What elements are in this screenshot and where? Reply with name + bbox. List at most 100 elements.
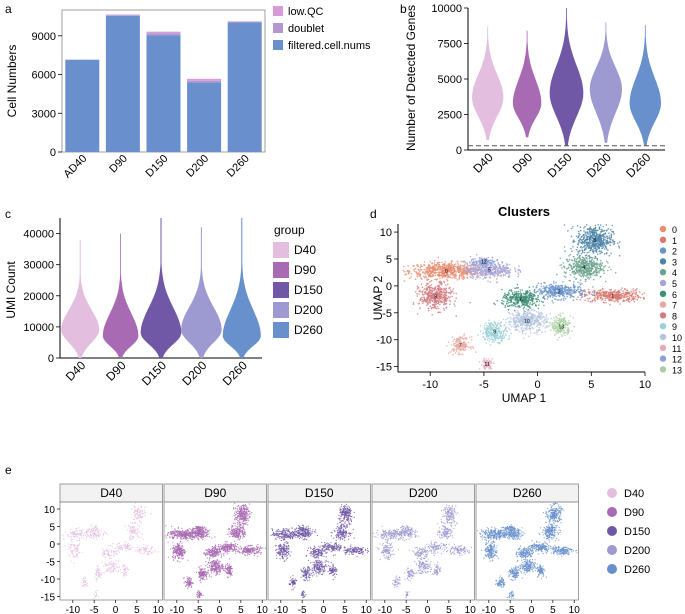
umap-point-cluster-8 [427,285,430,288]
umap-point-cluster-6 [516,283,519,286]
umap-point-cluster-0 [458,268,460,271]
umap-point-cluster-7 [458,354,460,356]
umap-point-cluster-7 [466,345,468,347]
umap-point-cluster-3 [599,242,601,244]
umap-point-cluster-9 [501,334,504,337]
umap-point-cluster-6 [501,299,503,302]
umap-point-cluster-10 [512,324,515,326]
umap-point-cluster-11 [485,358,487,360]
umap-point-cluster-3 [580,252,583,255]
umap-point-cluster-4 [578,273,580,275]
umap-point-cluster-3 [606,235,609,238]
umap-point-cluster-6 [530,294,532,296]
umap-point-cluster-3 [592,233,594,236]
umap-point-cluster-5 [465,265,468,268]
umap-point-cluster-4 [581,262,584,265]
umap-point-cluster-3 [595,234,598,237]
umap-point-cluster-8 [431,290,434,293]
umap-point-cluster-9 [490,338,493,341]
umap-point-cluster-13 [554,334,556,337]
umap-point-cluster-1 [643,298,645,300]
umap-point-cluster-4 [569,274,572,276]
umap-point-cluster-0 [451,274,453,276]
umap-point-cluster-9 [485,333,488,336]
umap-point-cluster-2 [592,286,594,288]
umap-point-cluster-6 [508,289,511,292]
umap-point-cluster-8 [451,295,454,298]
umap-point-cluster-7 [452,353,454,356]
umap-point-cluster-10 [535,329,538,332]
umap-point-cluster-0 [451,277,454,279]
umap-point-cluster-9 [483,326,486,329]
umap-point-cluster-4 [559,257,562,260]
umap-point-cluster-0 [441,269,444,272]
umap-point-cluster-0 [432,269,434,272]
umap-point-cluster-8 [439,303,441,306]
umap-point-cluster-2 [562,281,564,283]
legend-swatch-D40 [273,242,289,258]
umap-point-cluster-1 [641,293,644,296]
umap-point-cluster-8 [422,302,424,305]
legend-label: 1 [672,236,677,246]
legend-label: 11 [672,344,681,354]
x-tick-label: D260 [220,358,250,388]
y-tick-label: 0 [386,281,392,293]
umap-point-cluster-5 [490,264,492,267]
umap-point-cluster-1 [615,299,617,302]
umap-point-cluster-2 [555,281,557,284]
x-axis-label: UMAP 1 [502,391,547,405]
umap-point-cluster-6 [509,304,511,307]
umap-point-cluster-4 [579,279,582,281]
umap-point-cluster-10 [530,309,532,312]
umap-point-cluster-8 [443,309,446,312]
umap-point-cluster-8 [427,282,430,285]
umap-point-cluster-2 [584,295,586,298]
umap-point-cluster-8 [428,287,431,289]
umap-point-cluster-6 [533,291,536,294]
umap-point-cluster-0 [446,274,449,277]
umap-point-cluster-2 [548,290,550,292]
umap-point-cluster-1 [635,291,637,294]
umap-point-cluster-1 [633,292,635,294]
umap-point-cluster-0 [454,265,457,268]
umap-point-cluster-4 [592,271,595,274]
umap-point-cluster-2 [548,288,551,290]
umap-point-cluster-7 [470,335,473,338]
umap-point-cluster-0 [410,273,413,275]
umap-point-cluster-3 [571,250,573,253]
umap-point-cluster-8 [434,306,437,308]
umap-point-cluster-2 [566,293,569,296]
umap-point-cluster-1 [634,297,636,300]
umap-point-cluster-4 [573,276,576,279]
umap-point-cluster-12 [474,265,477,267]
umap-point-cluster-12 [494,263,496,266]
umap-point-cluster-1 [609,304,611,306]
umap-point-cluster-3 [605,248,608,250]
umap-point-cluster-0 [423,276,426,279]
umap-point-cluster-3 [600,229,603,231]
umap-point-cluster-0 [458,265,461,267]
umap-point-cluster-6 [508,297,511,299]
umap-point-cluster-2 [564,286,566,289]
umap-point-cluster-9 [488,340,491,342]
x-tick-label: 5 [588,379,594,391]
umap-point-cluster-3 [582,241,585,244]
facet-point [79,530,81,532]
umap-point-cluster-3 [583,230,585,232]
umap-point-cluster-1 [601,287,604,290]
umap-point-cluster-0 [455,273,457,275]
umap-point-cluster-2 [553,298,556,300]
umap-point-cluster-6 [510,289,512,291]
umap-point-cluster-10 [543,322,545,325]
umap-point-cluster-2 [553,282,555,285]
umap-point-cluster-7 [459,335,462,338]
umap-point-cluster-5 [502,273,505,276]
umap-point-cluster-8 [438,291,441,293]
umap-point-cluster-4 [589,275,591,277]
umap-point-cluster-5 [463,260,466,263]
umap-point-cluster-4 [565,271,567,274]
umap-point-cluster-9 [486,324,488,327]
umap-point-cluster-9 [480,330,482,332]
umap-point-cluster-10 [538,321,540,324]
umap-point-cluster-3 [604,236,607,239]
